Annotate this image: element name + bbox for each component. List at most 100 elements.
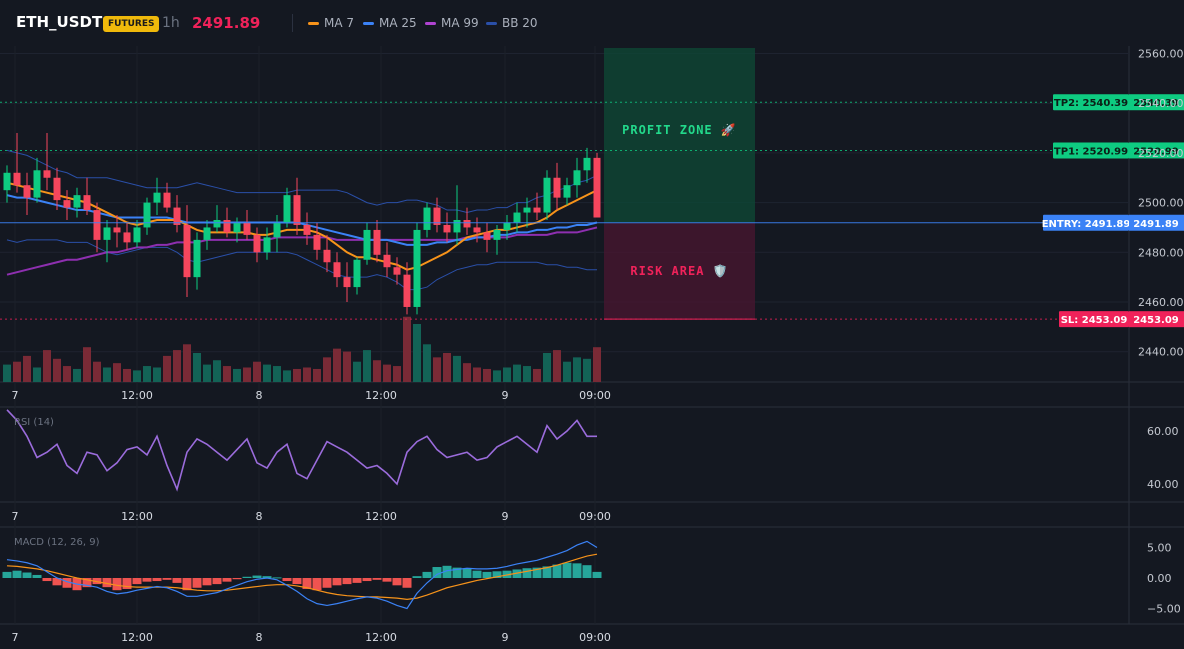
legend-bb20[interactable]: BB 20 <box>486 16 538 30</box>
macd-histogram-bar <box>192 578 202 588</box>
macd-histogram-bar <box>352 578 362 583</box>
legend-ma25[interactable]: MA 25 <box>363 16 417 30</box>
volume-bar <box>123 368 131 382</box>
candle-body <box>573 170 581 186</box>
price-tick: 2460.00 <box>1138 296 1184 309</box>
symbol-label[interactable]: ETH_USDT <box>16 13 103 31</box>
macd-histogram-bar <box>162 578 172 580</box>
legend-ma99[interactable]: MA 99 <box>425 16 479 30</box>
legend-ma7-label: MA 7 <box>324 16 355 30</box>
candle-body <box>413 229 421 307</box>
candle-body <box>83 195 91 211</box>
last-price: 2491.89 <box>192 14 261 32</box>
volume-bar <box>353 361 361 382</box>
volume-bar <box>53 358 61 382</box>
candle-body <box>113 227 121 233</box>
tp2-axis-label: 2540.39 <box>1133 98 1179 109</box>
macd-histogram-bar <box>102 578 112 588</box>
rsi-tick: 60.00 <box>1147 425 1179 438</box>
candle-body <box>243 222 251 235</box>
candle-body <box>33 170 41 198</box>
volume-bar <box>443 353 451 382</box>
candle-body <box>263 237 271 253</box>
volume-bar <box>3 364 11 382</box>
macd-histogram-bar <box>362 578 372 582</box>
time-label: 12:00 <box>121 389 153 402</box>
candle-body <box>283 195 291 223</box>
candle-body <box>483 232 491 240</box>
candle-body <box>93 210 101 240</box>
macd-tick: −5.00 <box>1147 603 1181 616</box>
header-divider <box>292 14 293 32</box>
candle-body <box>193 239 201 278</box>
macd-line <box>6 540 598 610</box>
time-label: 09:00 <box>579 631 611 644</box>
legend-ma25-label: MA 25 <box>379 16 417 30</box>
macd-histogram-bar <box>82 578 92 588</box>
volume-bar <box>373 360 381 382</box>
entry-tag-label: ENTRY: 2491.89 <box>1042 219 1131 230</box>
legend-ma7[interactable]: MA 7 <box>308 16 354 30</box>
candle-body <box>233 222 241 233</box>
macd-histogram-bar <box>272 577 282 579</box>
volume-bar <box>453 355 461 382</box>
macd-histogram-bar <box>92 578 102 585</box>
tp1-tag <box>1053 142 1129 159</box>
macd-histogram-bar <box>412 576 422 578</box>
time-label: 09:00 <box>579 510 611 523</box>
time-label: 12:00 <box>365 631 397 644</box>
profit-zone <box>604 48 755 223</box>
candle-body <box>343 277 351 288</box>
entry-axis-label: 2491.89 <box>1133 219 1179 230</box>
sl-axis-tag <box>1129 311 1184 328</box>
volume-bar <box>73 368 81 382</box>
macd-histogram-bar <box>252 575 262 578</box>
volume-bar <box>63 366 71 382</box>
candle-body <box>553 177 561 198</box>
candle-body <box>563 185 571 198</box>
volume-bar <box>253 361 261 382</box>
candle-body <box>383 254 391 268</box>
candle-body <box>253 234 261 253</box>
macd-histogram-bar <box>182 578 192 591</box>
volume-bar <box>83 347 91 382</box>
macd-histogram-bar <box>442 565 452 578</box>
ma99-swatch <box>425 21 436 25</box>
macd-histogram-bar <box>302 578 312 589</box>
volume-bar <box>393 366 401 382</box>
bb-upper-line <box>6 149 598 214</box>
volume-bar <box>113 363 121 382</box>
tp2-axis-tag <box>1129 94 1184 111</box>
macd-histogram-bar <box>152 578 162 582</box>
candle-body <box>333 262 341 278</box>
sl-axis-label: 2453.09 <box>1133 315 1179 326</box>
candle-body <box>593 157 601 218</box>
time-label: 8 <box>256 510 263 523</box>
macd-histogram-bar <box>342 578 352 585</box>
volume-bar <box>33 367 41 382</box>
macd-histogram-bar <box>42 578 52 582</box>
macd-histogram-bar <box>402 578 412 588</box>
tp1-axis-tag <box>1129 142 1184 159</box>
volume-bar <box>243 367 251 382</box>
volume-bar <box>233 368 241 382</box>
volume-bar <box>573 357 581 382</box>
candle-body <box>583 157 591 171</box>
macd-histogram-bar <box>492 571 502 578</box>
macd-histogram-bar <box>432 567 442 578</box>
price-tick: 2560.00 <box>1138 48 1184 61</box>
volume-bar <box>463 363 471 382</box>
macd-histogram-bar <box>472 570 482 578</box>
candle-body <box>63 200 71 208</box>
volume-bar <box>593 347 601 382</box>
macd-histogram-bar <box>502 570 512 578</box>
volume-bar <box>213 360 221 382</box>
timeframe-selector[interactable]: 1h <box>162 15 180 31</box>
volume-bar <box>543 353 551 382</box>
macd-histogram-bar <box>312 578 322 591</box>
macd-histogram-bar <box>562 562 572 578</box>
macd-histogram-bar <box>592 571 602 578</box>
volume-bar <box>323 357 331 382</box>
macd-histogram-bar <box>282 578 292 582</box>
